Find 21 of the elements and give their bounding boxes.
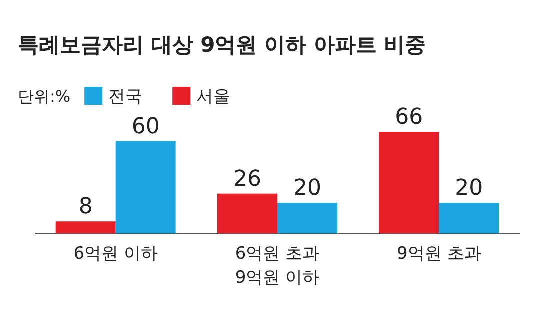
bar [116,141,176,234]
data-label: 60 [132,114,160,140]
legend-label: 서울 [196,87,231,107]
bar [56,222,116,234]
data-label: 66 [395,105,424,130]
x-tick-label: 9억원 초과 [397,244,482,264]
legend-label: 전국 [108,87,143,107]
x-tick-label: 6억원 초과 9억원 이하 [235,244,320,288]
bar [278,203,338,234]
data-label: 8 [78,194,93,220]
bar [439,203,500,234]
text: 단위:% [18,87,71,106]
x-tick-label: 6억원 이하 [74,244,158,264]
data-label: 20 [455,176,484,202]
data-label: 26 [234,166,262,192]
data-label: 20 [294,176,322,202]
chart-title: 특례보금자리 대상 9억원 이하 아파트 비중 [18,33,426,57]
legend-서울: 서울 [172,87,231,107]
bar [218,194,278,234]
bar [379,132,440,234]
legend-전국: 전국 [84,87,143,107]
